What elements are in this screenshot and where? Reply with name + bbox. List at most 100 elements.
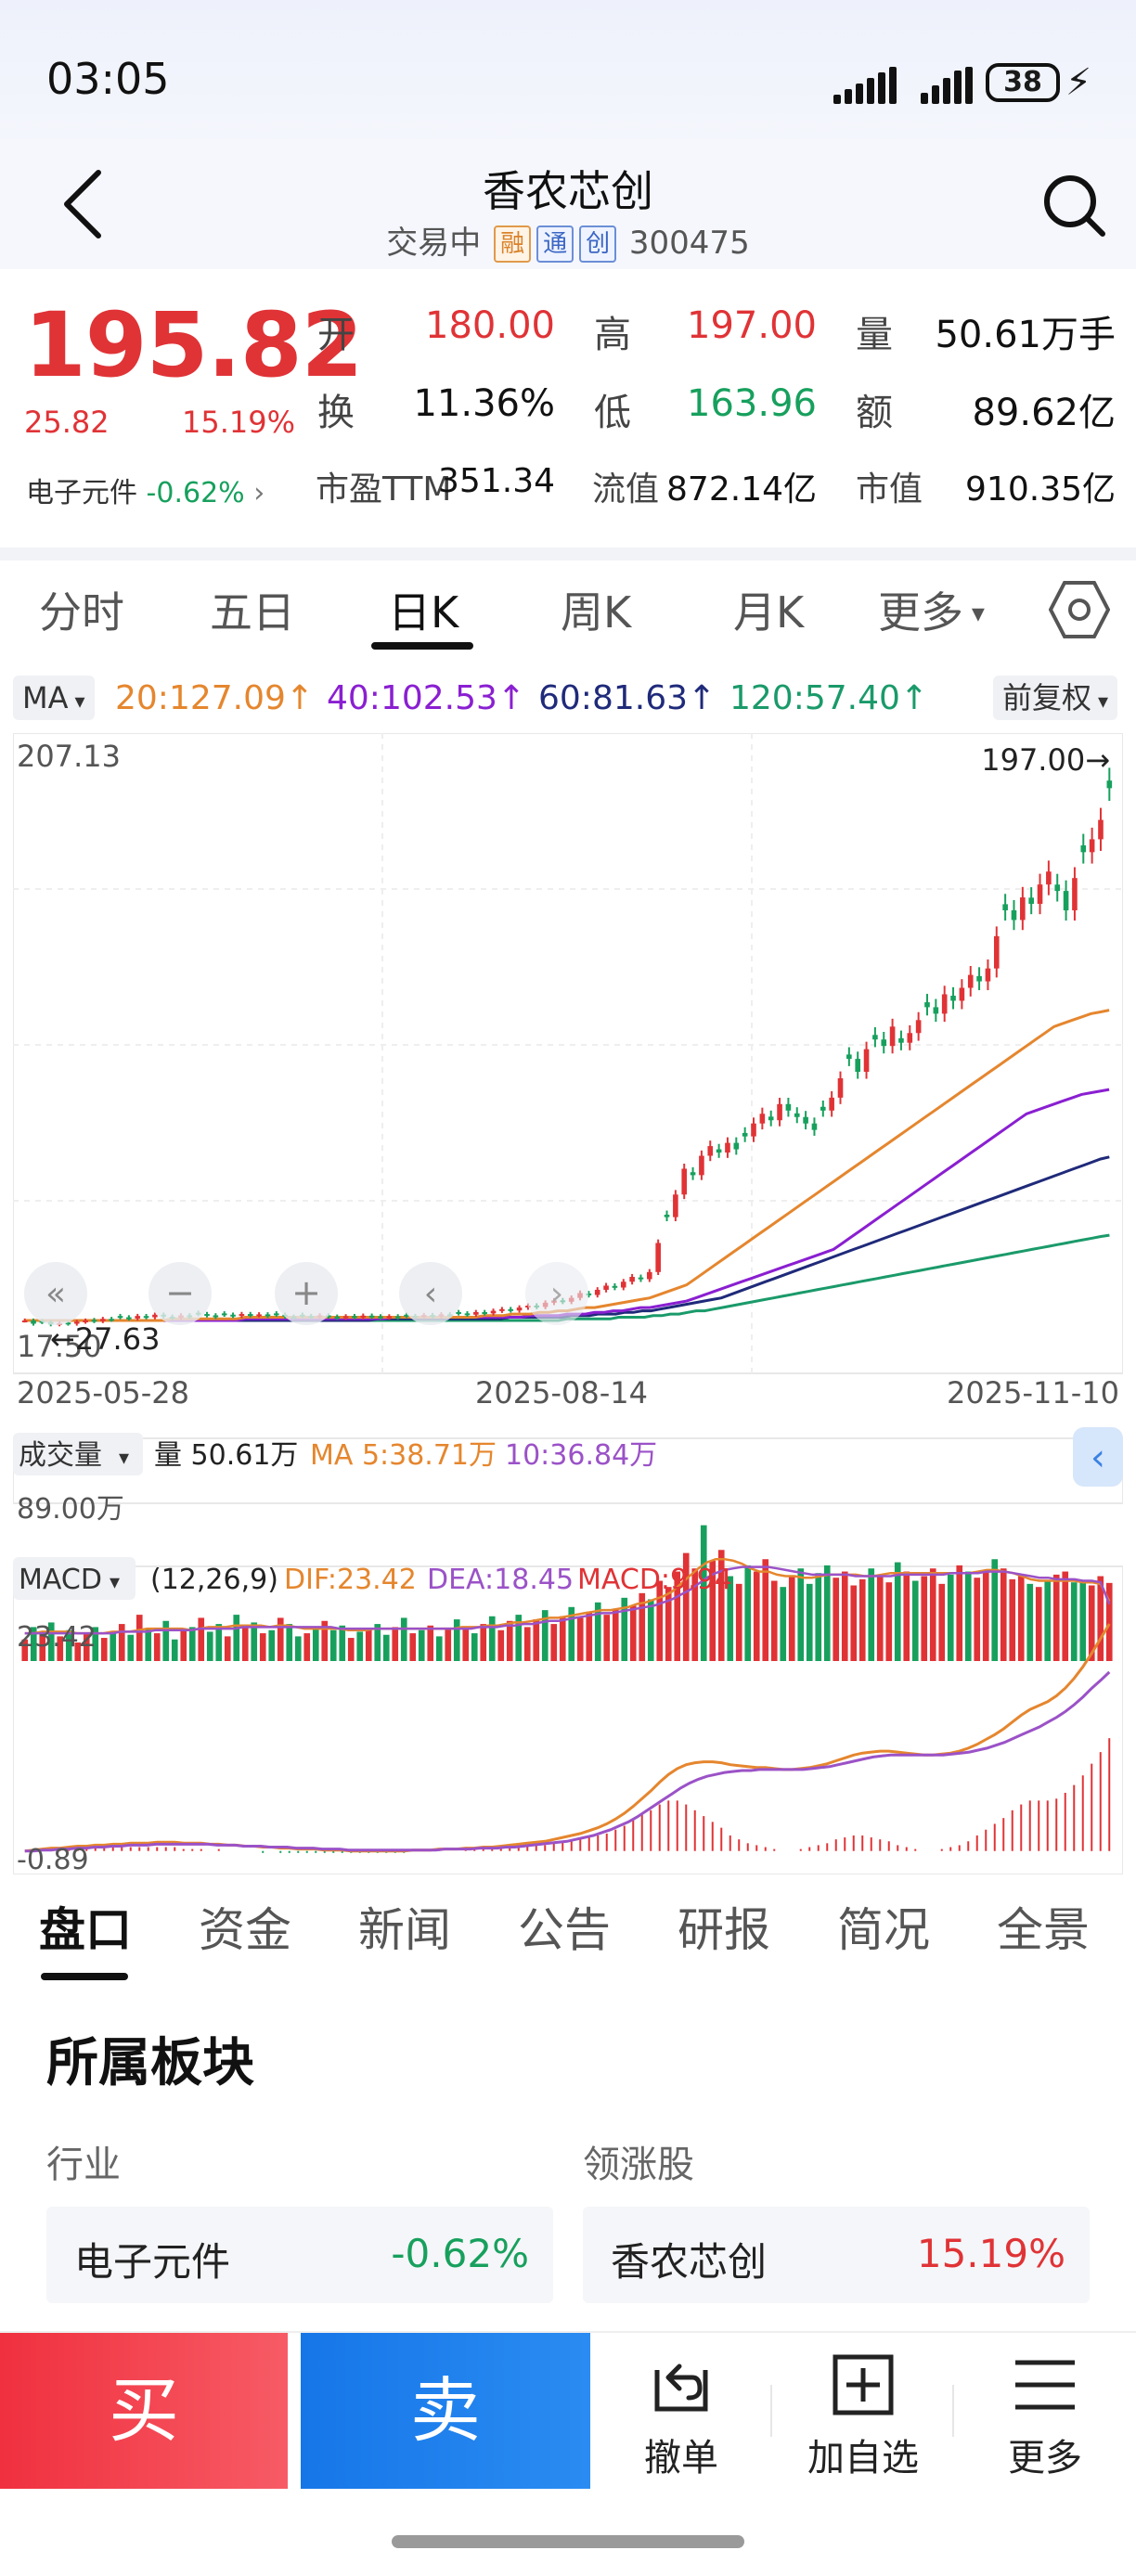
volume-bar xyxy=(991,1559,999,1661)
volume-bar xyxy=(850,1585,858,1661)
candle xyxy=(378,1316,383,1319)
candle xyxy=(898,1037,904,1043)
collapse-panel-button[interactable]: ‹ xyxy=(1073,1427,1123,1487)
volume-bar xyxy=(576,1617,584,1661)
candle xyxy=(91,1320,97,1322)
tab-weekly-k[interactable]: 周K xyxy=(561,587,632,638)
candle xyxy=(334,1316,341,1319)
candle xyxy=(681,1168,688,1195)
volume-bar xyxy=(136,1615,143,1661)
volume-value: 50.61万手 xyxy=(935,314,1116,356)
volume-bar xyxy=(198,1617,205,1661)
candle xyxy=(733,1142,740,1150)
macd-selector[interactable] xyxy=(13,1557,136,1600)
industry-card[interactable]: 电子元件 -0.62% xyxy=(46,2207,553,2303)
candle xyxy=(829,1097,834,1111)
candle xyxy=(855,1059,861,1073)
adjust-selector[interactable]: 前复权 ▾ xyxy=(993,676,1118,720)
industry-name: 电子元件 xyxy=(74,2239,231,2285)
price-change-pct: 15.19% xyxy=(182,405,296,440)
volume-bar xyxy=(497,1629,505,1661)
volume-bar xyxy=(1105,1582,1113,1661)
macd-bars xyxy=(32,1738,1111,1853)
volume-bar xyxy=(603,1615,611,1661)
tab-news[interactable]: 新闻 xyxy=(358,1903,451,1957)
volume-selector[interactable] xyxy=(13,1433,143,1475)
tab-orderbook[interactable]: 盘口 xyxy=(39,1903,132,1957)
volume-bar xyxy=(153,1633,161,1661)
volume-bar xyxy=(427,1625,434,1661)
volume-bar xyxy=(65,1629,72,1661)
ma-selector[interactable]: MA ▾ xyxy=(13,676,95,720)
info-tabs: 盘口 资金 新闻 公告 研报 简况 全景 xyxy=(0,1884,1136,1986)
tab-profile[interactable]: 简况 xyxy=(837,1903,930,1957)
candle xyxy=(673,1194,678,1217)
back-icon[interactable] xyxy=(56,167,108,241)
volume-bar xyxy=(374,1624,381,1661)
sell-button[interactable]: 卖 xyxy=(301,2333,590,2489)
more-button[interactable]: 更多 xyxy=(954,2333,1136,2489)
tab-announcements[interactable]: 公告 xyxy=(518,1903,611,1957)
volume-bar xyxy=(656,1580,664,1661)
caret-down-icon: ▾ xyxy=(68,690,85,714)
clock: 03:05 xyxy=(46,54,170,104)
settings-icon[interactable] xyxy=(1049,579,1110,640)
candle xyxy=(924,1002,930,1008)
volume-bar xyxy=(903,1571,910,1661)
candle xyxy=(1002,904,1008,910)
candle xyxy=(603,1285,609,1290)
page-title: 香农芯创 xyxy=(483,166,653,216)
margin-tag: 融 xyxy=(494,225,532,263)
caret-down-icon: ▾ xyxy=(1091,690,1109,714)
candle xyxy=(100,1319,106,1321)
candle xyxy=(863,1049,870,1073)
tab-daily-k[interactable]: 日K xyxy=(388,587,459,638)
candle xyxy=(699,1155,704,1176)
volume-bar xyxy=(47,1622,55,1661)
scroll-right-button[interactable]: › xyxy=(525,1262,588,1325)
volume-bar xyxy=(1052,1574,1060,1661)
tab-intraday[interactable]: 分时 xyxy=(39,587,124,638)
amount-value: 89.62亿 xyxy=(972,392,1116,434)
candle xyxy=(907,1033,913,1043)
dif-value: DIF:23.42 xyxy=(284,1564,417,1596)
leader-label: 领涨股 xyxy=(583,2144,694,2186)
volume-bar xyxy=(118,1624,125,1661)
zoom-in-button[interactable]: + xyxy=(275,1262,338,1325)
tab-monthly-k[interactable]: 月K xyxy=(733,587,805,638)
float-label: 流值 xyxy=(592,470,660,509)
tab-research[interactable]: 研报 xyxy=(678,1903,770,1957)
active-tab-indicator xyxy=(371,642,473,650)
x-tick-label: 2025-05-28 xyxy=(17,1375,189,1410)
volume-bar xyxy=(74,1642,82,1661)
panel-border xyxy=(13,1437,1123,1504)
scroll-left-fast-button[interactable]: « xyxy=(24,1262,87,1325)
volume-ma5: MA 5:38.71万 xyxy=(310,1439,497,1472)
cancel-order-button[interactable]: 撤单 xyxy=(590,2333,772,2489)
candle xyxy=(950,996,956,1001)
tab-more-label: 更多 xyxy=(878,587,963,638)
candle xyxy=(499,1308,505,1311)
scroll-left-button[interactable]: ‹ xyxy=(399,1262,462,1325)
tab-more[interactable]: 更多 ▾ xyxy=(878,579,985,640)
volume-bar xyxy=(717,1550,725,1661)
macd-value: MACD:9.94 xyxy=(577,1564,732,1596)
y-min-label: 17.50 xyxy=(17,1329,102,1364)
tab-five-day[interactable]: 五日 xyxy=(210,587,295,638)
tab-funds[interactable]: 资金 xyxy=(199,1903,291,1957)
candle xyxy=(872,1035,878,1040)
zoom-out-button[interactable]: − xyxy=(148,1262,212,1325)
volume-bar xyxy=(453,1619,460,1661)
candle xyxy=(1106,780,1113,789)
sector-link[interactable]: 电子元件 -0.62% › xyxy=(26,470,265,510)
tab-overview[interactable]: 全景 xyxy=(997,1903,1090,1957)
sector-change: -0.62% xyxy=(146,477,245,509)
volume-bar xyxy=(938,1583,946,1661)
add-watchlist-button[interactable]: 加自选 xyxy=(772,2333,954,2489)
volume-bar xyxy=(1009,1578,1016,1661)
leader-card[interactable]: 香农芯创 15.19% xyxy=(583,2207,1090,2303)
buy-button[interactable]: 买 xyxy=(0,2333,288,2489)
macd-lines xyxy=(24,1623,1111,1853)
kline-chart[interactable]: 207.13 197.00→ 17.50 ←27.63 2025-05-28 2… xyxy=(13,733,1123,1874)
search-icon[interactable] xyxy=(1041,173,1106,238)
